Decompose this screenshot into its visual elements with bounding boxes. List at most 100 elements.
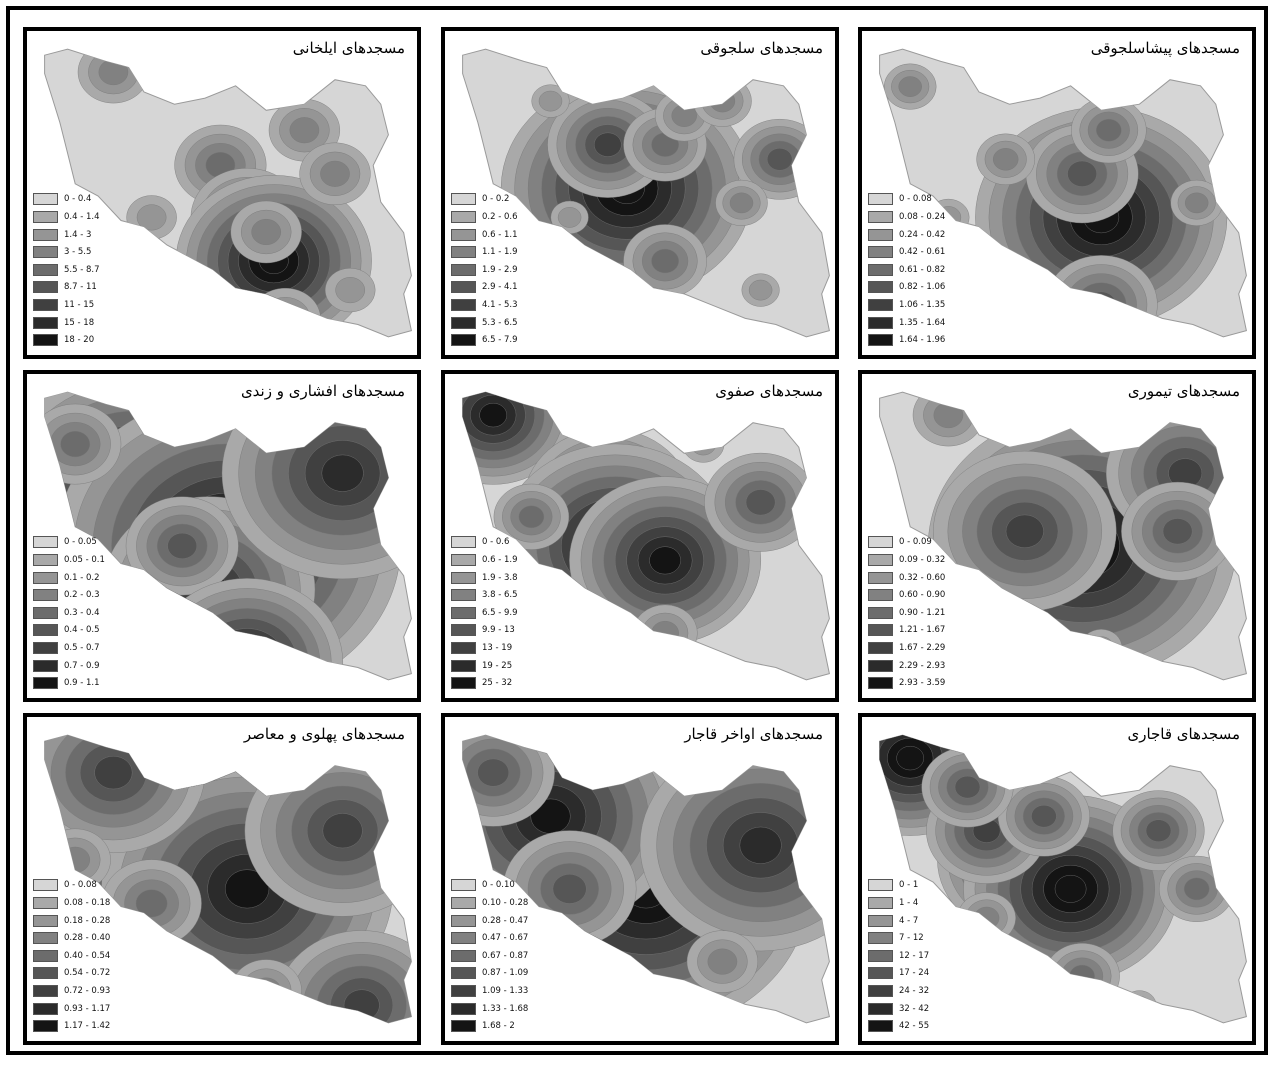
contour-level <box>219 638 275 680</box>
contour-level <box>563 983 614 1023</box>
legend-swatch <box>33 677 58 690</box>
legend-swatch <box>868 879 893 892</box>
legend-label: 0.40 - 0.54 <box>64 950 111 961</box>
legend-label: 0.05 - 0.1 <box>64 555 105 566</box>
contour-level <box>321 454 364 492</box>
legend-swatch <box>33 211 58 224</box>
legend-row: 9.9 - 13 <box>451 622 518 640</box>
legend-swatch <box>868 228 893 241</box>
legend-swatch <box>868 316 893 329</box>
legend-label: 32 - 42 <box>899 1003 930 1014</box>
hotspot <box>276 930 412 1023</box>
legend-label: 1.9 - 2.9 <box>482 264 518 275</box>
contour-level <box>260 297 311 337</box>
density-map <box>879 391 1247 681</box>
contour-level <box>60 431 90 458</box>
legend-label: 0.4 - 1.4 <box>64 212 100 223</box>
hotspot <box>1112 790 1205 871</box>
contour-level <box>739 826 782 864</box>
legend-label: 0.10 - 0.28 <box>482 898 529 909</box>
legend-label: 5.3 - 6.5 <box>482 317 518 328</box>
contour-level <box>671 104 697 127</box>
legend-swatch <box>33 263 58 276</box>
legend-row: 0.09 - 0.32 <box>868 551 945 569</box>
legend-row: 0.61 - 0.82 <box>868 261 945 279</box>
legend-label: 6.5 - 9.9 <box>482 607 518 618</box>
legend-row: 1.17 - 1.42 <box>33 1017 110 1035</box>
legend-swatch <box>868 932 893 945</box>
hotspot <box>553 974 625 1023</box>
legend-label: 25 - 32 <box>482 678 513 689</box>
legend-label: 15 - 18 <box>64 317 95 328</box>
contour-level <box>767 148 793 171</box>
legend-label: 42 - 55 <box>899 1021 930 1032</box>
legend-swatch <box>33 228 58 241</box>
hotspot <box>715 179 768 226</box>
legend-label: 7 - 12 <box>899 933 924 944</box>
legend-label: 1.4 - 3 <box>64 229 92 240</box>
contour-level <box>1012 278 1038 302</box>
legend-label: 0 - 0.09 <box>899 537 932 548</box>
contour-level <box>729 192 754 214</box>
legend-label: 0.67 - 0.87 <box>482 950 529 961</box>
map-panel-afshari: مسجدهای افشاری و زندی 0 - 0.05 0.05 - 0.1 0… <box>23 370 421 702</box>
legend-row: 0.2 - 0.3 <box>33 586 105 604</box>
density-map <box>462 48 830 338</box>
contour-level <box>593 132 622 157</box>
legend-swatch <box>451 897 476 910</box>
hotspot <box>654 89 714 142</box>
hotspot <box>543 595 596 642</box>
legend-row: 6.5 - 9.9 <box>451 604 518 622</box>
legend: 0 - 1 1 - 4 4 - 7 7 - 12 12 - 17 17 - 24 24 - … <box>868 877 929 1035</box>
legend-swatch <box>33 659 58 672</box>
legend-swatch <box>451 316 476 329</box>
legend-row: 0 - 0.08 <box>33 877 110 895</box>
contour-level <box>552 874 587 904</box>
hotspot <box>912 392 985 447</box>
legend-swatch <box>33 536 58 549</box>
legend-label: 0.32 - 0.60 <box>899 572 946 583</box>
legend-swatch <box>33 589 58 602</box>
legend-swatch <box>868 914 893 927</box>
legend: 0 - 0.2 0.2 - 0.6 0.6 - 1.1 1.1 - 1.9 1.9 - … <box>451 191 518 349</box>
hotspot <box>704 452 817 552</box>
legend-label: 0.5 - 0.7 <box>64 643 100 654</box>
hotspot <box>125 496 239 596</box>
legend-row: 0.3 - 0.4 <box>33 604 105 622</box>
hotspot <box>230 959 302 1022</box>
legend-swatch <box>33 316 58 329</box>
legend-row: 0.87 - 1.09 <box>451 965 528 983</box>
contour-level <box>973 906 1000 930</box>
legend-label: 0 - 0.08 <box>899 194 932 205</box>
legend-label: 1.33 - 1.68 <box>482 1003 529 1014</box>
legend-label: 11 - 15 <box>64 300 95 311</box>
legend-row: 0.4 - 0.5 <box>33 622 105 640</box>
legend-row: 1.21 - 1.67 <box>868 622 945 640</box>
legend-swatch <box>451 949 476 962</box>
legend-label: 0 - 0.6 <box>482 537 510 548</box>
legend-swatch <box>33 281 58 294</box>
hotspot <box>1044 255 1158 337</box>
legend-row: 0.32 - 0.60 <box>868 569 945 587</box>
contour-level <box>167 532 197 559</box>
legend-row: 0 - 0.09 <box>868 534 945 552</box>
legend-label: 0.2 - 0.6 <box>482 212 518 223</box>
legend-label: 0.4 - 0.5 <box>64 625 100 636</box>
density-map <box>879 48 1247 338</box>
contour-level <box>557 207 582 228</box>
contour-level <box>538 90 563 112</box>
legend-swatch <box>33 967 58 980</box>
legend-row: 24 - 32 <box>868 982 929 1000</box>
legend-swatch <box>33 334 58 347</box>
legend-row: 1.4 - 3 <box>33 226 100 244</box>
legend-swatch <box>451 967 476 980</box>
legend-label: 0 - 1 <box>899 880 919 891</box>
legend-label: 2.93 - 3.59 <box>899 678 946 689</box>
legend-row: 4 - 7 <box>868 912 929 930</box>
legend: 0 - 0.05 0.05 - 0.1 0.1 - 0.2 0.2 - 0.3 0.3 … <box>33 534 105 692</box>
legend-swatch <box>451 624 476 637</box>
legend-row: 4.1 - 5.3 <box>451 296 518 314</box>
contour-level <box>1003 271 1046 309</box>
legend-label: 1.06 - 1.35 <box>899 300 946 311</box>
legend-swatch <box>33 246 58 259</box>
